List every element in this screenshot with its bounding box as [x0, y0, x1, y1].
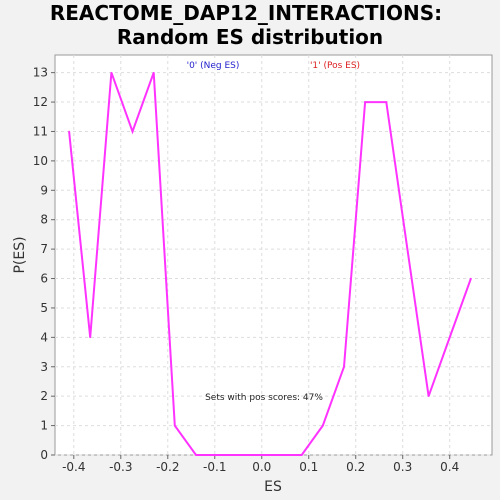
x-tick-label: 0.0: [252, 460, 271, 474]
pos-score-annotation: Sets with pos scores: 47%: [205, 393, 323, 403]
data-point: [68, 130, 70, 133]
x-tick-label: -0.3: [109, 460, 132, 474]
y-tick-label: 7: [40, 242, 48, 256]
y-tick-label: 1: [40, 419, 48, 433]
data-point: [89, 336, 92, 339]
data-point: [279, 454, 282, 456]
data-point: [174, 424, 176, 427]
grid: [55, 55, 492, 456]
y-tick-label: 11: [33, 124, 48, 138]
y-tick-label: 8: [40, 213, 48, 227]
data-point: [237, 454, 240, 456]
data-point: [364, 101, 366, 103]
legend-neg: '0' (Neg ES): [187, 61, 240, 71]
series-line: [68, 72, 472, 456]
x-axis-ticks: -0.4 -0.3 -0.2 -0.1 0.0 0.1 0.2 0.3 0.4: [62, 455, 459, 474]
y-tick-label: 10: [33, 154, 48, 168]
y-tick-label: 0: [40, 448, 48, 462]
series-layer: [68, 71, 472, 456]
y-tick-label: 13: [33, 66, 48, 80]
y-tick-label: 2: [40, 389, 48, 403]
data-point: [343, 365, 345, 368]
data-point: [131, 130, 134, 133]
data-point: [216, 454, 218, 456]
y-tick-label: 6: [40, 272, 48, 286]
x-tick-label: 0.3: [393, 460, 412, 474]
chart-title-line1: REACTOME_DAP12_INTERACTIONS:: [50, 1, 442, 25]
x-tick-label: 0.4: [440, 460, 459, 474]
data-point: [406, 248, 409, 250]
data-point: [470, 277, 472, 280]
x-tick-label: -0.2: [156, 460, 179, 474]
chart-title-line2: Random ES distribution: [117, 25, 383, 49]
plot-area: [54, 54, 493, 456]
data-point: [195, 454, 197, 456]
data-point: [448, 336, 451, 339]
y-axis-label: P(ES): [12, 236, 28, 273]
y-tick-label: 9: [40, 183, 48, 197]
data-point: [152, 71, 155, 74]
x-tick-label: -0.4: [62, 460, 85, 474]
x-tick-label: -0.1: [203, 460, 226, 474]
y-tick-label: 4: [40, 330, 48, 344]
x-tick-label: 0.2: [346, 460, 365, 474]
y-tick-label: 3: [40, 360, 48, 374]
data-point: [385, 101, 388, 103]
x-axis-label: ES: [264, 479, 282, 495]
y-tick-label: 12: [33, 95, 48, 109]
data-point: [427, 395, 430, 397]
data-point: [110, 71, 113, 74]
data-point: [300, 454, 303, 456]
x-tick-label: 0.1: [299, 460, 318, 474]
y-tick-label: 5: [40, 301, 48, 315]
data-point: [322, 424, 324, 427]
data-point: [258, 454, 261, 456]
legend-pos: '1' (Pos ES): [310, 61, 360, 71]
